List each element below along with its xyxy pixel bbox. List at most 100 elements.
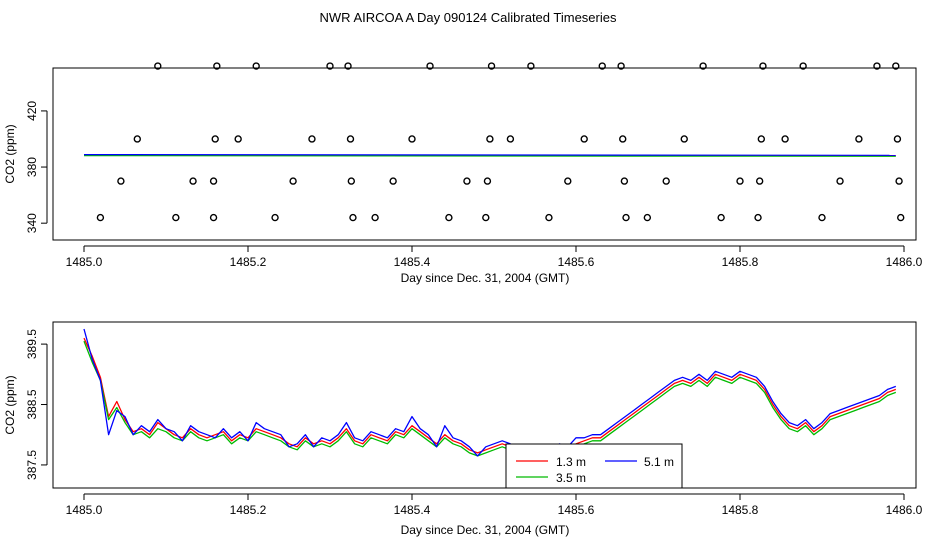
top-y-tick-label: 340 [25, 213, 39, 233]
top-scatter-point [349, 213, 357, 222]
top-scatter-point [564, 177, 572, 185]
legend-label-2: 3.5 m [556, 471, 586, 485]
bottom-panel: 1485.0 1485.2 1485.4 1485.6 1485.8 1486.0 387… [3, 321, 923, 537]
top-scatter-point [506, 135, 515, 143]
top-scatter-point [799, 62, 807, 70]
top-scatter-point [426, 62, 434, 70]
top-scatter-point [893, 135, 902, 143]
top-y-axis-label: CO2 (ppm) [3, 124, 17, 183]
top-scatter-point [754, 213, 762, 222]
top-scatter-point [617, 62, 625, 70]
top-scatter-point [117, 177, 125, 185]
top-scatter-point [209, 177, 218, 185]
legend-box [505, 443, 683, 489]
top-scatter-point [662, 177, 670, 185]
top-scatter-point [580, 135, 588, 143]
top-x-axis: 1485.0 1485.2 1485.4 1485.6 1485.8 1486.0 [66, 245, 923, 269]
top-scatter-point [736, 177, 744, 185]
top-scatter-point [234, 135, 242, 143]
top-y-tick-label: 420 [25, 101, 39, 121]
top-scatter-point [680, 135, 688, 143]
bottom-x-tick-label: 1485.4 [394, 503, 431, 517]
top-scatter-point [133, 135, 142, 143]
series-line-blue [83, 328, 897, 466]
top-x-tick-label: 1485.4 [394, 255, 431, 269]
top-scatter-point [620, 177, 629, 185]
top-scatter-point [622, 213, 630, 222]
top-y-axis: 340 380 420 [25, 101, 48, 233]
top-x-tick-label: 1485.2 [230, 255, 267, 269]
top-x-axis-label: Day since Dec. 31, 2004 (GMT) [401, 271, 570, 285]
top-scatter-point [189, 177, 197, 185]
top-scatter-point [154, 62, 162, 70]
top-scatter-point [759, 62, 767, 70]
top-series-line-blue [83, 154, 896, 156]
bottom-data-marks [83, 328, 897, 466]
top-scatter-point [289, 177, 297, 185]
bottom-y-tick-label: 387.5 [25, 450, 39, 480]
chart-title: NWR AIRCOA A Day 090124 Calibrated Times… [320, 10, 617, 25]
top-scatter-point [781, 135, 789, 143]
top-scatter-point [389, 177, 397, 185]
top-scatter-point [619, 135, 627, 143]
top-scatter-point [96, 213, 105, 222]
bottom-x-tick-label: 1486.0 [886, 503, 923, 517]
bottom-x-axis: 1485.0 1485.2 1485.4 1485.6 1485.8 1486.0 [66, 493, 923, 517]
top-scatter-point [873, 62, 881, 70]
top-scatter-point [892, 62, 900, 70]
top-scatter-point [598, 62, 606, 70]
top-scatter-point [344, 62, 352, 70]
top-scatter-point [326, 62, 334, 70]
top-scatter-point [486, 135, 494, 143]
bottom-x-tick-label: 1485.2 [230, 503, 267, 517]
top-scatter-point [699, 62, 707, 70]
top-scatter-point [755, 177, 764, 185]
top-scatter-point [371, 213, 379, 222]
top-scatter-point [855, 135, 863, 143]
top-scatter-point [545, 213, 553, 222]
top-scatter-point [308, 135, 316, 143]
top-scatter-point [209, 213, 218, 222]
bottom-y-axis-label: CO2 (ppm) [3, 375, 17, 434]
legend-label-3: 5.1 m [644, 455, 674, 469]
bottom-y-tick-label: 389.5 [25, 329, 39, 359]
top-scatter-point [172, 213, 180, 222]
top-y-tick-label: 380 [25, 157, 39, 177]
top-scatter-point [213, 62, 221, 70]
top-scatter-point [408, 135, 416, 143]
bottom-x-tick-label: 1485.6 [558, 503, 595, 517]
top-scatter-point [643, 213, 652, 222]
bottom-y-tick-label: 388.5 [25, 389, 39, 419]
legend-label-1: 1.3 m [556, 455, 586, 469]
top-scatter-point [897, 213, 905, 222]
series-line-green [83, 340, 897, 466]
top-x-tick-label: 1485.6 [558, 255, 595, 269]
top-scatter-point [482, 213, 490, 222]
top-scatter-point [836, 177, 844, 185]
legend: 1.3 m 3.5 m 5.1 m [505, 443, 683, 489]
bottom-x-tick-label: 1485.8 [722, 503, 759, 517]
bottom-plot-frame [52, 321, 917, 489]
top-data-marks [83, 62, 905, 222]
top-scatter-point [445, 213, 453, 222]
top-plot-frame [52, 67, 917, 241]
top-scatter-point [818, 213, 826, 222]
top-x-tick-label: 1485.8 [722, 255, 759, 269]
bottom-x-tick-label: 1485.0 [66, 503, 103, 517]
top-series-line-green [83, 155, 896, 157]
top-scatter-point [483, 177, 492, 185]
top-scatter-point [463, 177, 471, 185]
top-panel: 1485.0 1485.2 1485.4 1485.6 1485.8 1486.0 340… [3, 62, 923, 285]
top-scatter-point [271, 213, 279, 222]
top-scatter-point [757, 135, 766, 143]
top-scatter-point [717, 213, 725, 222]
top-x-tick-label: 1485.0 [66, 255, 103, 269]
top-scatter-point [346, 135, 355, 143]
top-scatter-point [211, 135, 219, 143]
top-scatter-point [895, 177, 903, 185]
top-scatter-point [347, 177, 356, 185]
top-scatter-point [527, 62, 535, 70]
bottom-y-axis: 387.5 388.5 389.5 [25, 329, 48, 480]
